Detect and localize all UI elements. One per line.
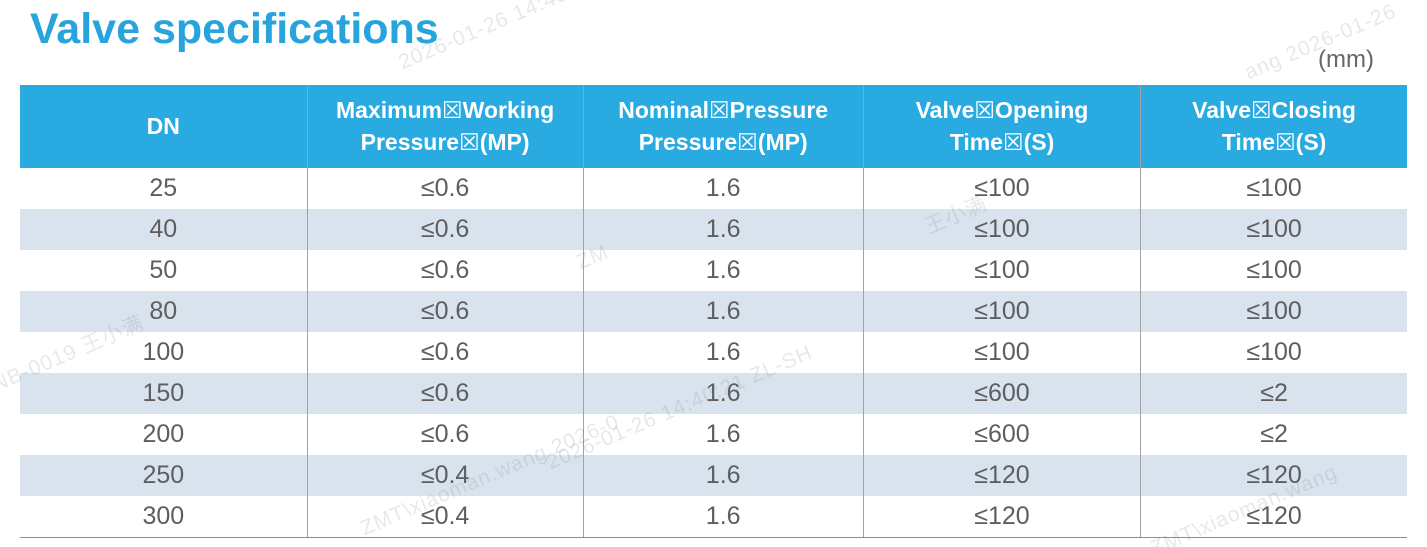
cell-opening-time: ≤100 — [863, 168, 1142, 209]
cell-nominal-pressure: 1.6 — [583, 332, 864, 373]
cell-max-working-pressure: ≤0.4 — [307, 496, 584, 538]
cell-opening-time: ≤120 — [863, 455, 1142, 496]
cell-dn: 50 — [20, 250, 308, 291]
table-header-row: DN Maximum☒Working Pressure☒(MP) Nominal… — [20, 85, 1407, 168]
table-row: 100 ≤0.6 1.6 ≤100 ≤100 — [20, 332, 1407, 373]
column-header-nominal-pressure: Nominal☒Pressure Pressure☒(MP) — [583, 85, 864, 168]
cell-dn: 40 — [20, 209, 308, 250]
cell-closing-time: ≤100 — [1246, 215, 1302, 243]
cell-dn: 300 — [20, 496, 308, 538]
cell-nominal-pressure: 1.6 — [583, 209, 864, 250]
column-header-closing-time: Valve☒Closing Time☒(S) — [1140, 85, 1407, 168]
cell-max-working-pressure: ≤0.6 — [307, 168, 584, 209]
cell-max-working-pressure: ≤0.6 — [307, 209, 584, 250]
cell-nominal-pressure: 1.6 — [583, 414, 864, 455]
cell-nominal-pressure: 1.6 — [583, 168, 864, 209]
column-header-dn: DN — [20, 85, 308, 168]
cell-dn: 150 — [20, 373, 308, 414]
cell-max-working-pressure: ≤0.6 — [307, 414, 584, 455]
cell-closing-time: ≤100 — [1246, 174, 1302, 202]
cell-opening-time: ≤600 — [863, 414, 1142, 455]
cell-nominal-pressure: 1.6 — [583, 455, 864, 496]
cell-max-working-pressure: ≤0.6 — [307, 332, 584, 373]
cell-nominal-pressure: 1.6 — [583, 496, 864, 538]
cell-max-working-pressure: ≤0.6 — [307, 291, 584, 332]
cell-dn: 25 — [20, 168, 308, 209]
column-header-max-working-pressure: Maximum☒Working Pressure☒(MP) — [307, 85, 584, 168]
column-header-opening-time: Valve☒Opening Time☒(S) — [863, 85, 1142, 168]
cell-opening-time: ≤100 — [863, 209, 1142, 250]
cell-dn: 80 — [20, 291, 308, 332]
table-row: 40 ≤0.6 1.6 ≤100 ≤100 — [20, 209, 1407, 250]
table-row: 50 ≤0.6 1.6 ≤100 ≤100 — [20, 250, 1407, 291]
cell-opening-time: ≤100 — [863, 250, 1142, 291]
cell-closing-time: ≤120 — [1246, 461, 1302, 489]
cell-opening-time: ≤120 — [863, 496, 1142, 538]
table-row: 300 ≤0.4 1.6 ≤120 ≤120 — [20, 496, 1407, 538]
table-row: 150 ≤0.6 1.6 ≤600 ≤2 — [20, 373, 1407, 414]
cell-max-working-pressure: ≤0.6 — [307, 373, 584, 414]
cell-max-working-pressure: ≤0.6 — [307, 250, 584, 291]
cell-opening-time: ≤600 — [863, 373, 1142, 414]
cell-closing-time: ≤100 — [1246, 338, 1302, 366]
unit-note: (mm) — [1318, 46, 1374, 73]
cell-nominal-pressure: 1.6 — [583, 373, 864, 414]
cell-opening-time: ≤100 — [863, 332, 1142, 373]
table-row: 250 ≤0.4 1.6 ≤120 ≤120 — [20, 455, 1407, 496]
cell-opening-time: ≤100 — [863, 291, 1142, 332]
page-title: Valve specifications — [30, 5, 439, 53]
table-row: 25 ≤0.6 1.6 ≤100 ≤100 — [20, 168, 1407, 209]
cell-max-working-pressure: ≤0.4 — [307, 455, 584, 496]
cell-dn: 200 — [20, 414, 308, 455]
table-row: 200 ≤0.6 1.6 ≤600 ≤2 — [20, 414, 1407, 455]
cell-closing-time: ≤100 — [1246, 297, 1302, 325]
cell-dn: 100 — [20, 332, 308, 373]
cell-closing-time: ≤2 — [1260, 420, 1288, 448]
cell-closing-time: ≤100 — [1246, 256, 1302, 284]
cell-closing-time: ≤120 — [1140, 496, 1407, 538]
cell-closing-time: ≤2 — [1260, 379, 1288, 407]
cell-dn: 250 — [20, 455, 308, 496]
cell-nominal-pressure: 1.6 — [583, 291, 864, 332]
cell-nominal-pressure: 1.6 — [583, 250, 864, 291]
table-row: 80 ≤0.6 1.6 ≤100 ≤100 — [20, 291, 1407, 332]
valve-spec-table: DN Maximum☒Working Pressure☒(MP) Nominal… — [20, 85, 1407, 538]
